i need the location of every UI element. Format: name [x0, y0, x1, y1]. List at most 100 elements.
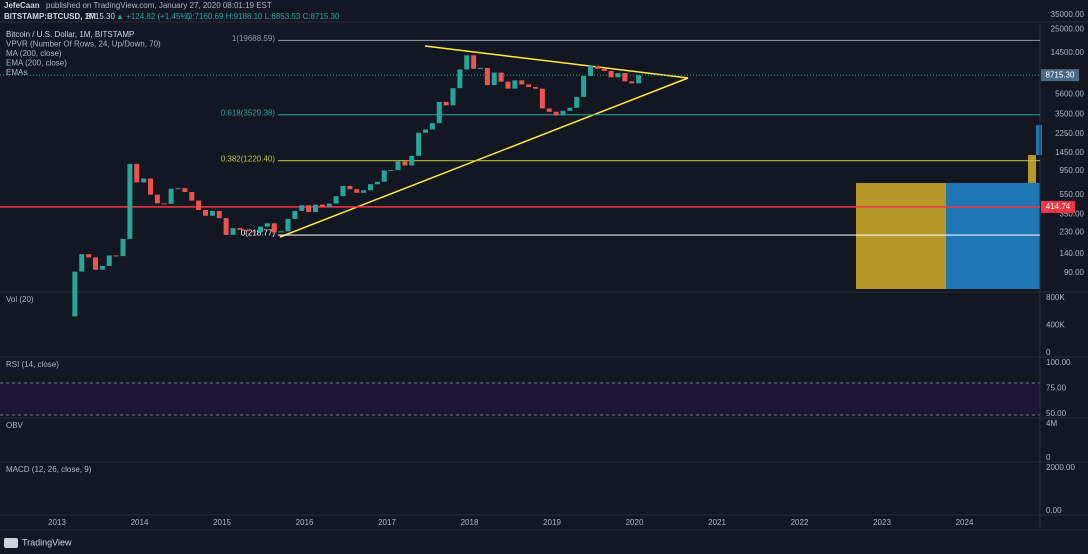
- year-label: 2014: [131, 518, 149, 527]
- fib-zone: [278, 160, 1040, 162]
- candle: [319, 204, 325, 207]
- candle: [354, 189, 360, 193]
- candle: [594, 65, 600, 69]
- candle: [299, 205, 305, 211]
- pane-label: MACD (12, 26, close, 9): [6, 465, 92, 474]
- rsi-band: [0, 383, 1040, 415]
- candle: [113, 255, 119, 257]
- candle: [450, 88, 456, 106]
- pane-tick-label: 2000.00: [1046, 463, 1075, 472]
- ohlc: O:7160.69 H:9188.10 L:6853.53 C:8715.30: [186, 12, 340, 21]
- candle: [251, 231, 257, 233]
- candle: [567, 107, 573, 111]
- candle: [457, 69, 463, 89]
- vpvr-up: [856, 183, 946, 289]
- candle: [636, 75, 642, 84]
- price-tick-label: 2250.00: [1055, 129, 1084, 138]
- candle: [203, 210, 208, 216]
- candle: [196, 200, 202, 211]
- fib-zone: [278, 39, 1040, 41]
- candle: [443, 101, 449, 106]
- price-tick-label: 350.00: [1060, 209, 1085, 218]
- year-label: 2015: [213, 518, 231, 527]
- candle: [209, 210, 215, 216]
- candle: [175, 188, 181, 190]
- candle: [402, 161, 408, 166]
- legend-entry: EMAs: [6, 68, 27, 77]
- candle: [340, 185, 346, 197]
- candle: [141, 178, 147, 183]
- pane-tick-label: 800K: [1046, 293, 1065, 302]
- candle: [79, 254, 85, 272]
- symbol: BITSTAMP:BTCUSD, 1M: [4, 12, 96, 21]
- candle: [553, 111, 559, 116]
- candle: [161, 203, 167, 205]
- price-tag-label: 8715.30: [1046, 70, 1075, 79]
- footer-logo: TradingView: [22, 537, 72, 547]
- candle: [629, 81, 635, 84]
- price-tick-label: 550.00: [1060, 190, 1085, 199]
- price-tick-label: 14500.00: [1051, 48, 1085, 57]
- candle: [464, 55, 470, 70]
- trend-line: [279, 77, 689, 238]
- candle: [505, 81, 511, 89]
- candle: [601, 68, 607, 71]
- price-tick-label: 25000.00: [1051, 25, 1085, 34]
- pane-label: OBV: [6, 421, 24, 430]
- legend-entry: VPVR (Number Of Rows, 24, Up/Down, 70): [6, 40, 161, 49]
- candle: [120, 238, 126, 257]
- candle: [168, 188, 174, 204]
- pane-tick-label: 75.00: [1046, 384, 1067, 393]
- candle: [313, 204, 318, 213]
- candle: [546, 108, 552, 112]
- fib-label: 0(218.77): [241, 229, 276, 238]
- candle: [588, 65, 593, 76]
- candle: [278, 231, 284, 233]
- candle: [471, 55, 477, 69]
- fib-label: 0.618(3529.38): [221, 108, 276, 117]
- candle: [216, 210, 222, 219]
- candle: [264, 223, 270, 227]
- price-tick-label: 35000.00: [1051, 10, 1085, 19]
- pane-label: RSI (14, close): [6, 360, 59, 369]
- last-price: 8715.30: [86, 12, 115, 21]
- price-tick-label: 3500.00: [1055, 110, 1084, 119]
- legend-entry: EMA (200, close): [6, 59, 67, 68]
- candle: [230, 228, 236, 235]
- candle: [498, 72, 504, 82]
- price-tick-label: 950.00: [1060, 166, 1085, 175]
- candle: [539, 88, 545, 109]
- year-label: 2024: [956, 518, 974, 527]
- candle: [478, 67, 483, 69]
- pane-tick-label: 0: [1046, 348, 1051, 357]
- candle: [374, 181, 380, 185]
- fib-zone: [278, 234, 1040, 236]
- candle: [189, 192, 195, 201]
- fib-label: 0.382(1220.40): [221, 154, 276, 163]
- candle: [519, 80, 525, 85]
- candle: [148, 178, 153, 195]
- fib-label: 1(19688.59): [232, 34, 275, 43]
- candle: [581, 75, 587, 97]
- price-tag: [1041, 200, 1075, 213]
- pane-tick-label: 0.00: [1046, 506, 1062, 515]
- pane-tick-label: 100.00: [1046, 358, 1071, 367]
- pane-tick-label: 4M: [1046, 419, 1057, 428]
- candle: [429, 123, 435, 130]
- candle: [381, 170, 387, 182]
- price-tick-label: 140.00: [1060, 249, 1085, 258]
- candle: [574, 96, 580, 108]
- candle: [99, 265, 105, 270]
- logo-icon: [4, 538, 18, 548]
- year-label: 2019: [543, 518, 561, 527]
- candle: [423, 129, 428, 133]
- price-tick-label: 230.00: [1060, 228, 1085, 237]
- pane-label: Vol (20): [6, 295, 34, 304]
- candle: [416, 132, 422, 156]
- price-tag-label: 414.74: [1046, 202, 1071, 211]
- vpvr-bar: [1036, 125, 1042, 155]
- candle: [182, 188, 188, 193]
- vpvr-down: [946, 183, 1040, 289]
- candle: [347, 185, 353, 190]
